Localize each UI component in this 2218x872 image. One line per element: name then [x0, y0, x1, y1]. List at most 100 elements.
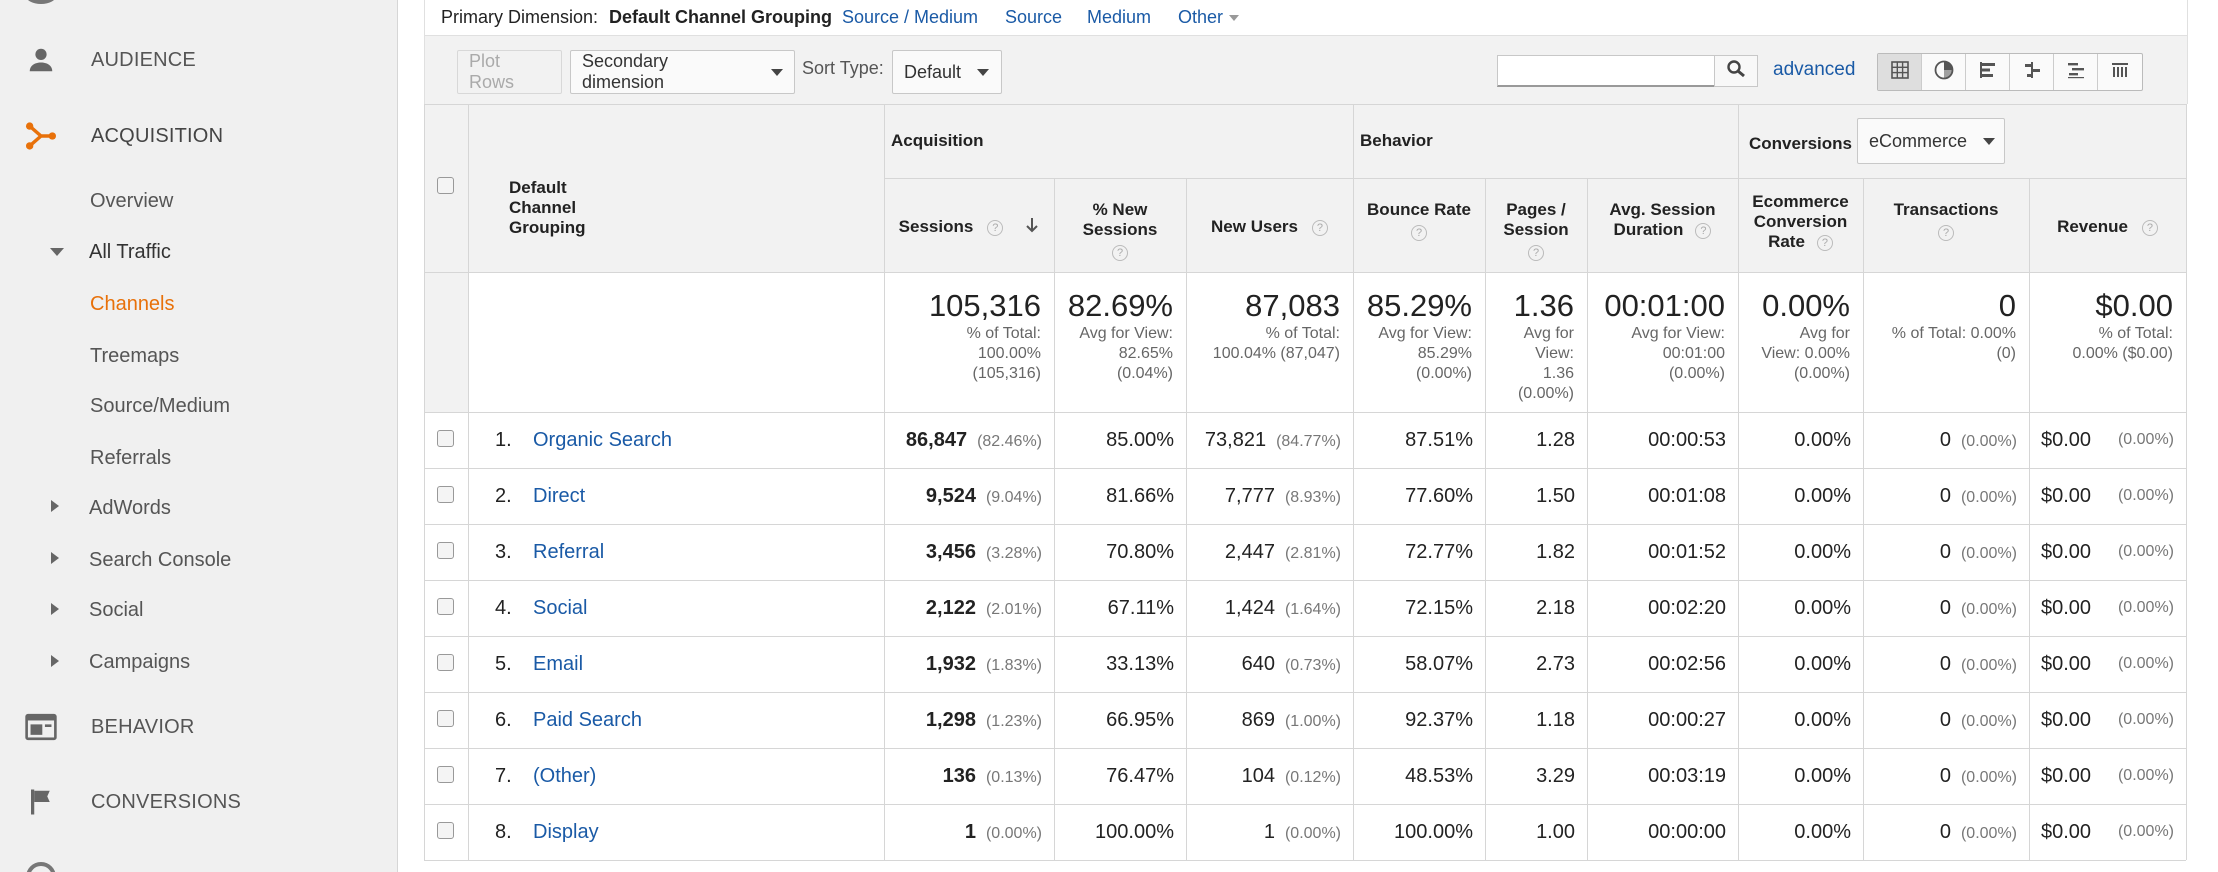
row-checkbox[interactable]: [437, 486, 454, 503]
column-header-sessions[interactable]: Sessions?: [884, 217, 1054, 238]
row-channel-link[interactable]: Referral: [533, 541, 605, 563]
dimension-column-header[interactable]: Default Channel Grouping: [509, 178, 586, 237]
column-header-ecommerce-conversion-rate[interactable]: Ecommerce Conversion Rate?: [1738, 192, 1863, 252]
help-icon[interactable]: ?: [987, 219, 1004, 236]
view-pivot-button[interactable]: [2098, 54, 2142, 90]
column-header-avg-session-duration[interactable]: Avg. Session Duration?: [1587, 200, 1738, 240]
nav-conversions[interactable]: CONVERSIONS: [0, 774, 398, 830]
cell-pages-session-value: 1.50: [1536, 485, 1575, 507]
other-label: Other: [1178, 7, 1224, 27]
expand-arrow-icon[interactable]: [51, 603, 59, 615]
row-channel-link[interactable]: Direct: [533, 485, 586, 507]
table-search-input[interactable]: [1497, 55, 1715, 87]
sidebar-item-campaigns[interactable]: Campaigns: [89, 651, 191, 673]
total-comparison-line: (0.00%): [1517, 385, 1574, 402]
select-all-checkbox[interactable]: [437, 177, 454, 194]
view-comparison-button[interactable]: [2010, 54, 2054, 90]
row-checkbox[interactable]: [437, 542, 454, 559]
sidebar-item-search-console[interactable]: Search Console: [89, 549, 232, 571]
row-checkbox[interactable]: [437, 710, 454, 727]
sidebar-item-adwords[interactable]: AdWords: [89, 497, 171, 519]
total-comparison: % of Total: 0.00% ($0.00): [2033, 324, 2173, 364]
help-icon[interactable]: ?: [1411, 224, 1427, 241]
sidebar-item-referrals[interactable]: Referrals: [90, 447, 172, 469]
column-header-label: Sessions: [898, 217, 974, 236]
column-header-pages-session[interactable]: Pages / Session?: [1485, 200, 1587, 262]
dimension-link-source-medium[interactable]: Source / Medium: [842, 7, 979, 27]
cell-bounce-rate: 77.60%: [1353, 485, 1473, 508]
cell-transactions-percent: (0.00%): [1960, 657, 2017, 674]
sidebar-item-channels[interactable]: Channels: [90, 293, 175, 315]
cell-bounce-rate: 92.37%: [1353, 709, 1473, 732]
advanced-filter-link[interactable]: advanced: [1773, 59, 1856, 80]
cell-new-sessions: 33.13%: [1054, 653, 1174, 676]
cell-new-sessions-value: 70.80%: [1106, 541, 1174, 563]
cell-transactions-value: 0: [1939, 541, 1951, 563]
cell-sessions-value: 86,847: [905, 429, 968, 451]
plot-rows-button[interactable]: Plot Rows: [457, 50, 562, 94]
row-checkbox[interactable]: [437, 822, 454, 839]
column-header-transactions[interactable]: Transactions?: [1863, 200, 2029, 242]
row-checkbox[interactable]: [437, 430, 454, 447]
cell-avg-session-duration-value: 00:00:00: [1648, 821, 1726, 843]
row-checkbox[interactable]: [437, 766, 454, 783]
sort-type-dropdown[interactable]: Default: [892, 50, 1002, 94]
sidebar-item-overview[interactable]: Overview: [90, 190, 174, 212]
view-term-cloud-button[interactable]: [2054, 54, 2098, 90]
view-pie-button[interactable]: [1922, 54, 1966, 90]
cell-conversion-rate-value: 0.00%: [1794, 821, 1851, 843]
cell-pages-session: 2.73: [1485, 653, 1575, 676]
chevron-down-icon: [1983, 137, 1996, 145]
row-channel-link[interactable]: Display: [533, 821, 599, 843]
help-icon[interactable]: ?: [1938, 224, 1954, 241]
sidebar-item-social[interactable]: Social: [89, 599, 144, 621]
sidebar-item-source-medium[interactable]: Source/Medium: [90, 395, 231, 417]
row-checkbox[interactable]: [437, 654, 454, 671]
grid-line: [424, 692, 2186, 693]
view-table-button[interactable]: [1878, 54, 1922, 90]
conversions-dropdown[interactable]: eCommerce: [1857, 118, 2005, 164]
help-icon[interactable]: ?: [1528, 244, 1544, 261]
cell-sessions-percent: (0.00%): [985, 825, 1042, 842]
help-icon[interactable]: ?: [1311, 219, 1328, 236]
column-header-label: Conversion: [1753, 212, 1848, 231]
sort-descending-icon[interactable]: [1025, 217, 1039, 238]
cell-transactions: 0 (0.00%): [1863, 597, 2017, 620]
collapse-arrow-icon[interactable]: [50, 248, 64, 256]
row-channel-link[interactable]: (Other): [533, 765, 597, 787]
column-header-text: Avg. Session: [1587, 200, 1738, 220]
nav-conversions-label: CONVERSIONS: [91, 790, 242, 813]
help-icon[interactable]: ?: [2141, 219, 2158, 236]
column-header-bounce-rate[interactable]: Bounce Rate?: [1353, 200, 1485, 242]
expand-arrow-icon[interactable]: [51, 500, 59, 512]
sidebar-item-treemaps[interactable]: Treemaps: [90, 345, 180, 367]
column-header-text: Ecommerce: [1738, 192, 1863, 212]
row-checkbox[interactable]: [437, 598, 454, 615]
cell-new-sessions: 81.66%: [1054, 485, 1174, 508]
expand-arrow-icon[interactable]: [51, 552, 59, 564]
column-header-new-users[interactable]: New Users?: [1186, 217, 1353, 237]
dimension-link-medium[interactable]: Medium: [1087, 7, 1152, 27]
help-icon[interactable]: ?: [1112, 244, 1128, 261]
nav-acquisition[interactable]: ACQUISITION: [0, 108, 398, 164]
row-channel-link[interactable]: Email: [533, 653, 584, 675]
cell-transactions-percent: (0.00%): [1960, 769, 2017, 786]
row-channel-link[interactable]: Organic Search: [533, 429, 672, 451]
secondary-dimension-dropdown[interactable]: Secondary dimension: [570, 50, 795, 94]
search-button[interactable]: [1714, 55, 1758, 87]
nav-behavior[interactable]: BEHAVIOR: [0, 699, 398, 755]
help-icon[interactable]: ?: [1695, 222, 1712, 239]
dimension-link-source[interactable]: Source: [1005, 7, 1063, 27]
column-header-new-sessions[interactable]: % New Sessions?: [1054, 200, 1186, 262]
view-performance-button[interactable]: [1966, 54, 2010, 90]
row-channel-link[interactable]: Social: [533, 597, 588, 619]
nav-audience[interactable]: AUDIENCE: [0, 32, 398, 88]
expand-arrow-icon[interactable]: [51, 655, 59, 667]
help-icon[interactable]: ?: [1816, 234, 1833, 251]
dimension-link-other[interactable]: Other: [1178, 7, 1240, 28]
row-channel-link[interactable]: Paid Search: [533, 709, 642, 731]
sidebar-item-all-traffic[interactable]: All Traffic: [89, 241, 171, 263]
column-header-revenue[interactable]: Revenue?: [2029, 217, 2186, 237]
grid-line: [424, 104, 425, 860]
cell-avg-session-duration: 00:00:27: [1587, 709, 1726, 732]
